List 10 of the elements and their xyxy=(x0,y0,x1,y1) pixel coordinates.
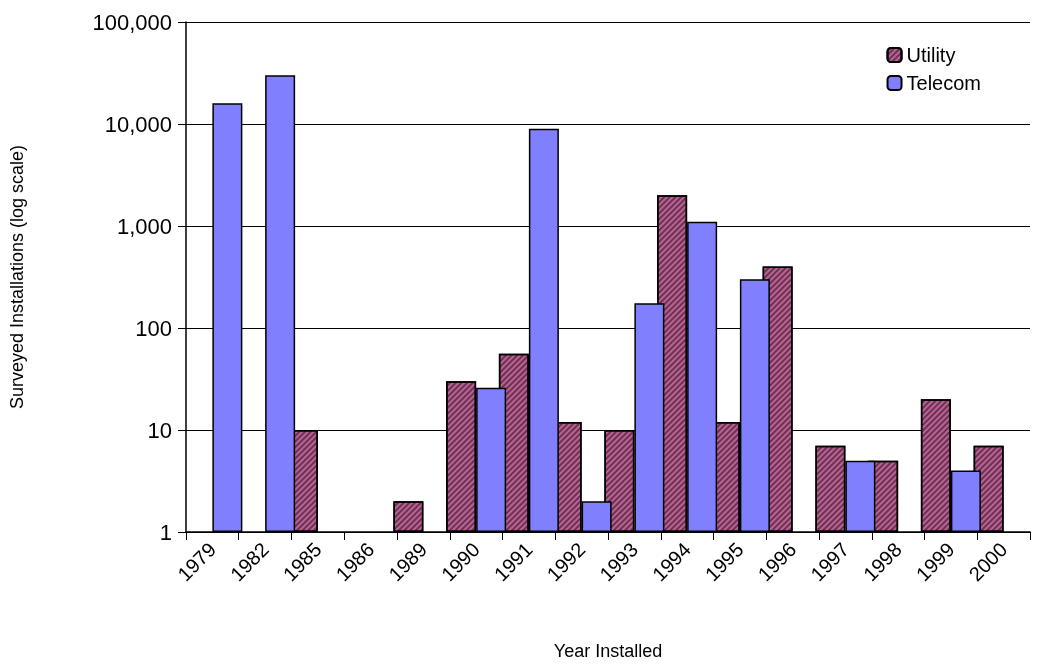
x-axis-title: Year Installed xyxy=(553,641,663,661)
y-tick-label: 1,000 xyxy=(116,213,172,239)
y-tick-label: 10,000 xyxy=(104,111,172,137)
y-tick-label: 10 xyxy=(147,417,172,443)
y-tick-label: 100 xyxy=(135,315,172,341)
y-tick-label: 100,000 xyxy=(92,9,172,35)
y-tick-label: 1 xyxy=(159,519,172,545)
legend-label: Utility xyxy=(906,44,956,66)
y-axis-title: Surveyed Installations (log scale) xyxy=(7,144,27,410)
legend-label: Telecom xyxy=(906,72,982,94)
